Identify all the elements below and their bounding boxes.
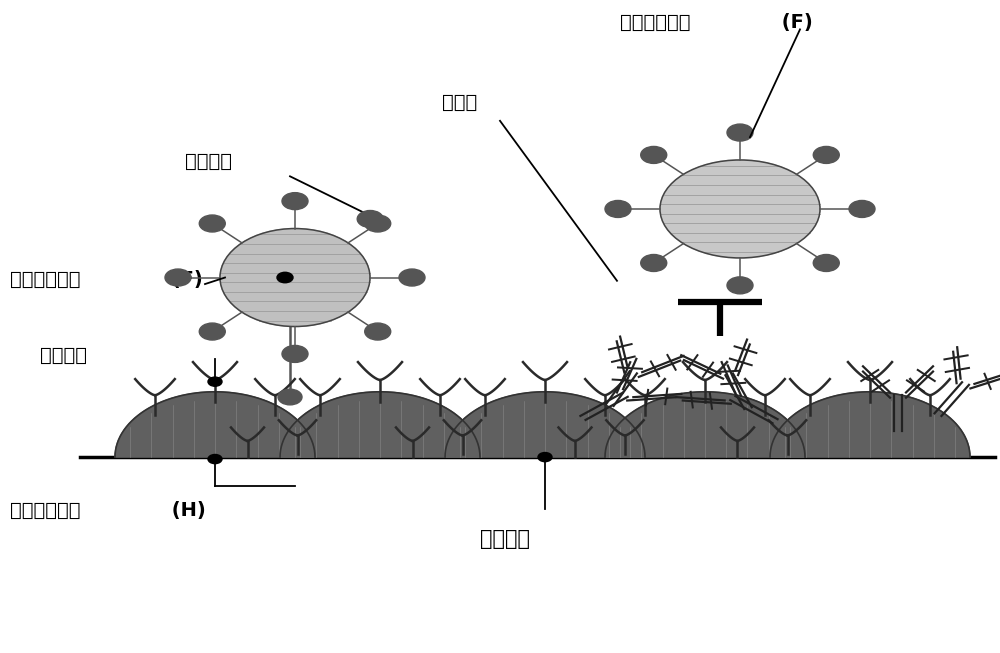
Ellipse shape xyxy=(660,160,820,258)
Text: (F): (F) xyxy=(165,270,203,289)
Circle shape xyxy=(641,146,667,163)
Circle shape xyxy=(357,210,383,227)
Wedge shape xyxy=(280,392,480,457)
Circle shape xyxy=(278,389,302,405)
Circle shape xyxy=(208,377,222,387)
Text: 宿主纳米颗粒: 宿主纳米颗粒 xyxy=(10,501,80,520)
Text: 外来纳米颗粒: 外来纳米颗粒 xyxy=(10,270,80,289)
Text: 宿主受体: 宿主受体 xyxy=(40,346,87,366)
Wedge shape xyxy=(605,392,805,457)
Circle shape xyxy=(208,454,222,464)
Circle shape xyxy=(727,277,753,294)
Circle shape xyxy=(727,124,753,141)
Text: 外来纳米颗粒: 外来纳米颗粒 xyxy=(620,13,690,33)
Circle shape xyxy=(641,255,667,272)
Circle shape xyxy=(282,193,308,210)
Wedge shape xyxy=(445,392,645,457)
Wedge shape xyxy=(770,392,970,457)
Circle shape xyxy=(199,215,225,232)
Circle shape xyxy=(365,215,391,232)
Wedge shape xyxy=(115,392,315,457)
Text: (H): (H) xyxy=(165,501,206,520)
Circle shape xyxy=(813,146,839,163)
Text: 阻断剂: 阻断剂 xyxy=(442,93,478,112)
Circle shape xyxy=(199,323,225,340)
Text: (F): (F) xyxy=(775,13,813,33)
Circle shape xyxy=(365,323,391,340)
Text: 微孔板孔: 微孔板孔 xyxy=(480,529,530,549)
Circle shape xyxy=(399,269,425,286)
Circle shape xyxy=(282,345,308,362)
Circle shape xyxy=(813,255,839,272)
Circle shape xyxy=(277,272,293,283)
Ellipse shape xyxy=(220,229,370,326)
Text: 外来配体: 外来配体 xyxy=(185,152,232,171)
Circle shape xyxy=(605,200,631,217)
Circle shape xyxy=(538,453,552,462)
Circle shape xyxy=(849,200,875,217)
Circle shape xyxy=(165,269,191,286)
